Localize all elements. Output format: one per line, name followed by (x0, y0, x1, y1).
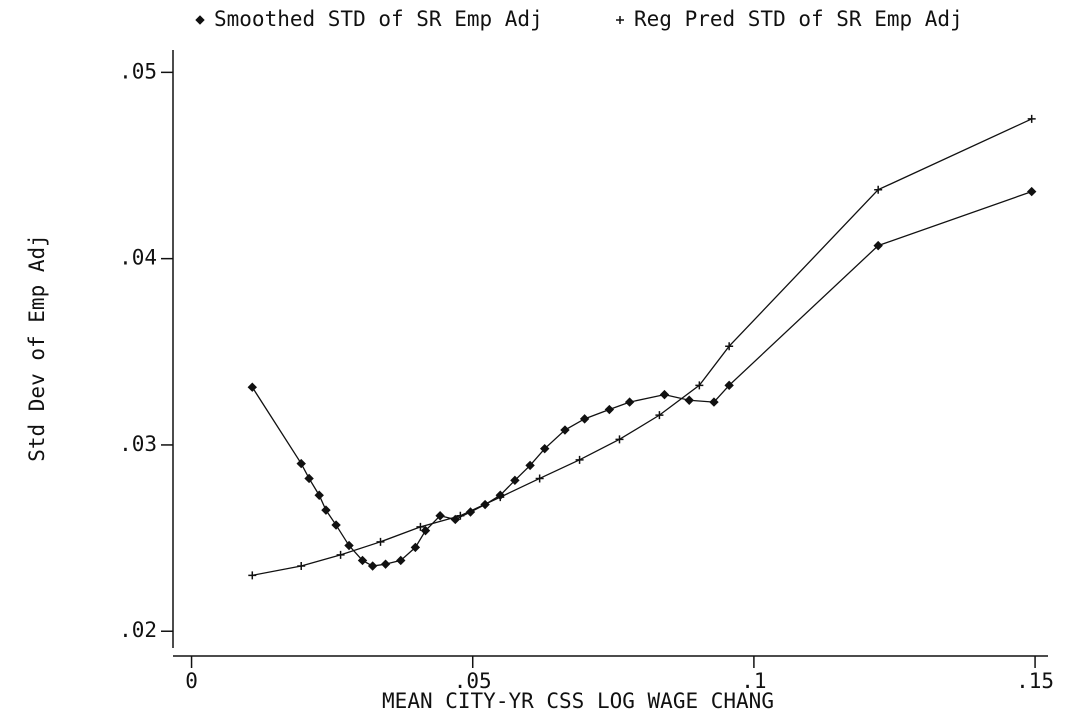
y-tick-label: .04 (119, 246, 157, 270)
data-point (579, 414, 590, 424)
data-point (465, 507, 476, 517)
data-point (874, 185, 883, 194)
data-point (380, 559, 391, 569)
x-tick-label: .15 (1016, 669, 1054, 693)
data-point (659, 389, 670, 400)
data-point (304, 473, 314, 484)
data-point (410, 542, 421, 553)
legend-label: Smoothed STD of SR Emp Adj (214, 7, 543, 31)
data-point (247, 382, 257, 392)
data-point (684, 395, 694, 405)
data-point (725, 342, 734, 351)
legend-label: Reg Pred STD of SR Emp Adj (634, 7, 963, 31)
data-point (344, 540, 354, 551)
data-point (248, 571, 257, 580)
data-point (456, 511, 465, 520)
data-point (535, 474, 544, 483)
data-point (416, 522, 425, 531)
data-point (336, 550, 345, 559)
data-point (1027, 114, 1036, 123)
data-point (560, 425, 570, 435)
legend-marker (616, 16, 624, 24)
data-point (655, 411, 664, 420)
data-point (297, 562, 306, 571)
data-point (709, 397, 719, 407)
data-point (575, 455, 584, 464)
y-axis-label: Std Dev of Emp Adj (25, 234, 49, 462)
data-point (873, 240, 883, 251)
data-point (615, 435, 624, 444)
data-point (396, 555, 406, 566)
y-tick-label: .02 (119, 618, 157, 642)
data-point (376, 537, 385, 546)
y-tick-label: .03 (119, 432, 157, 456)
data-point (539, 443, 550, 454)
data-point (510, 475, 520, 486)
x-tick-label: 0 (185, 669, 198, 693)
x-tick-label: .05 (454, 669, 492, 693)
data-point (296, 458, 306, 469)
x-axis-label: MEAN CITY-YR CSS LOG WAGE CHANG (382, 689, 774, 713)
data-point (525, 460, 535, 471)
legend-marker (195, 15, 205, 25)
data-point (420, 525, 431, 536)
data-point (1026, 186, 1037, 197)
data-point (496, 493, 505, 502)
data-point (357, 555, 368, 566)
data-point (435, 511, 445, 521)
data-point (695, 381, 704, 390)
data-point (367, 561, 378, 571)
data-point (724, 380, 734, 391)
data-point (321, 505, 331, 515)
data-point (314, 490, 324, 500)
data-point (331, 520, 341, 530)
data-point (604, 404, 615, 415)
data-point (624, 397, 635, 407)
x-tick-label: .1 (741, 669, 766, 693)
y-tick-label: .05 (119, 59, 157, 83)
